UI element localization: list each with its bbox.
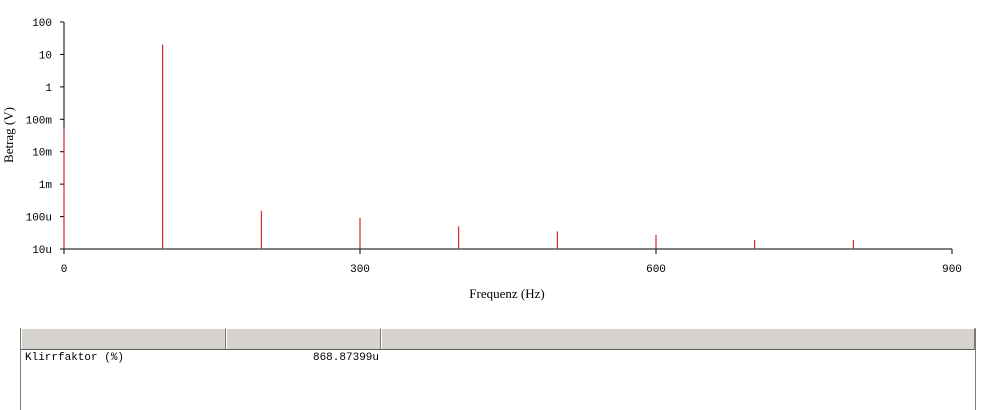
x-tick-label: 900 <box>942 264 962 276</box>
spectrum-chart: 100 10 1 100m 10m 1m 100u 10u 0 300 600 900 Frequen… <box>1 18 962 301</box>
y-tick-label: 100u <box>26 213 52 225</box>
plot-area: 100 10 1 100m 10m 1m 100u 10u 0 300 600 900 <box>26 18 962 276</box>
y-tick-label: 10u <box>32 245 52 257</box>
y-tick-label: 1m <box>39 180 53 192</box>
y-axis-title: Betrag (V) <box>1 107 16 163</box>
y-tick-label: 10m <box>32 148 52 160</box>
y-tick-label: 100 <box>32 18 52 30</box>
results-header-col-2[interactable] <box>226 328 381 349</box>
x-tick-label: 600 <box>646 264 666 276</box>
y-tick-label: 1 <box>45 83 52 95</box>
x-tick-label: 300 <box>350 264 370 276</box>
results-header-col-3[interactable] <box>381 328 975 349</box>
y-tick-label: 10 <box>39 50 52 62</box>
results-table: Klirrfaktor (%) 868.87399u <box>20 328 976 410</box>
result-name: Klirrfaktor (%) <box>25 352 125 364</box>
x-axis-title: Frequenz (Hz) <box>469 286 544 301</box>
x-tick-label: 0 <box>61 264 68 276</box>
results-header <box>21 328 975 350</box>
table-row[interactable]: Klirrfaktor (%) 868.87399u <box>21 350 975 366</box>
y-tick-label: 100m <box>26 115 53 127</box>
result-value: 868.87399u <box>312 352 379 364</box>
results-header-col-1[interactable] <box>21 328 226 349</box>
